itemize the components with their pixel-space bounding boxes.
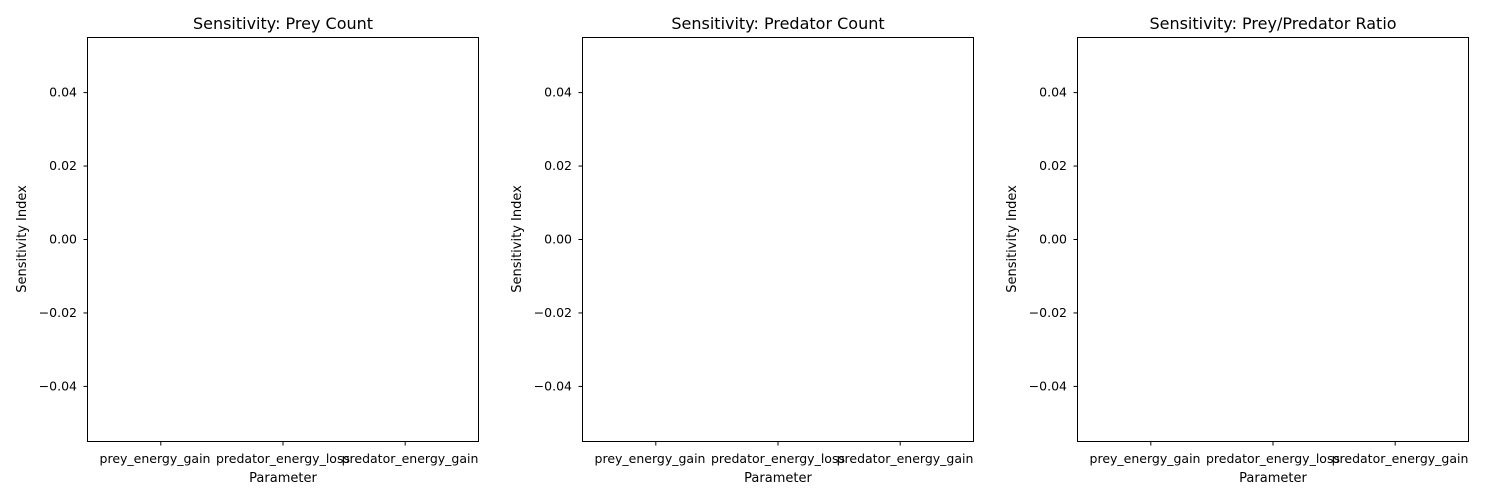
x-tick-label: predator_energy_loss — [216, 451, 350, 466]
y-tick-label: 0.04 — [49, 85, 77, 100]
chart-title: Sensitivity: Prey/Predator Ratio — [1149, 14, 1396, 33]
y-tick-label: −0.02 — [39, 305, 77, 320]
x-tick-label: predator_energy_loss — [711, 451, 845, 466]
y-axis-label: Sensitivity Index — [15, 185, 30, 293]
x-tick-label: predator_energy_loss — [1206, 451, 1340, 466]
y-tick-label: 0.04 — [544, 85, 572, 100]
y-tick-label: 0.00 — [544, 232, 572, 247]
y-axis-label: Sensitivity Index — [1005, 185, 1020, 293]
subplot-predator-count: Sensitivity: Predator Count Sensitivity … — [510, 14, 974, 486]
x-axis-label: Parameter — [1239, 471, 1307, 486]
y-tick-label: 0.02 — [1039, 158, 1067, 173]
subplot-prey-predator-ratio: Sensitivity: Prey/Predator Ratio Sensiti… — [1005, 14, 1469, 486]
y-axis: 0.04 0.02 0.00 −0.02 −0.04 — [39, 85, 77, 394]
x-axis-label: Parameter — [249, 471, 317, 486]
y-tick-label: −0.04 — [39, 379, 77, 394]
x-axis: prey_energy_gain predator_energy_loss pr… — [595, 451, 974, 466]
y-tick-label: 0.04 — [1039, 85, 1067, 100]
y-tick-label: −0.02 — [534, 305, 572, 320]
y-axis-label: Sensitivity Index — [510, 185, 525, 293]
x-tick-label: predator_energy_gain — [342, 451, 479, 466]
y-tick-label: −0.04 — [1029, 379, 1067, 394]
subplot-prey-count: Sensitivity: Prey Count Sensitivity Inde… — [15, 14, 479, 486]
y-tick-label: −0.02 — [1029, 305, 1067, 320]
chart-title: Sensitivity: Prey Count — [193, 14, 373, 33]
chart-title: Sensitivity: Predator Count — [671, 14, 884, 33]
y-axis: 0.04 0.02 0.00 −0.02 −0.04 — [1029, 85, 1067, 394]
y-tick-label: 0.02 — [49, 158, 77, 173]
y-axis: 0.04 0.02 0.00 −0.02 −0.04 — [534, 85, 572, 394]
x-tick-label: predator_energy_gain — [1332, 451, 1469, 466]
x-tick-label: predator_energy_gain — [837, 451, 974, 466]
y-tick-label: −0.04 — [534, 379, 572, 394]
y-tick-label: 0.02 — [544, 158, 572, 173]
y-tick-label: 0.00 — [1039, 232, 1067, 247]
x-tick-label: prey_energy_gain — [595, 451, 706, 466]
x-axis-label: Parameter — [744, 471, 812, 486]
y-tick-label: 0.00 — [49, 232, 77, 247]
x-tick-label: prey_energy_gain — [1090, 451, 1201, 466]
x-axis: prey_energy_gain predator_energy_loss pr… — [100, 451, 479, 466]
x-tick-label: prey_energy_gain — [100, 451, 211, 466]
x-axis: prey_energy_gain predator_energy_loss pr… — [1090, 451, 1469, 466]
